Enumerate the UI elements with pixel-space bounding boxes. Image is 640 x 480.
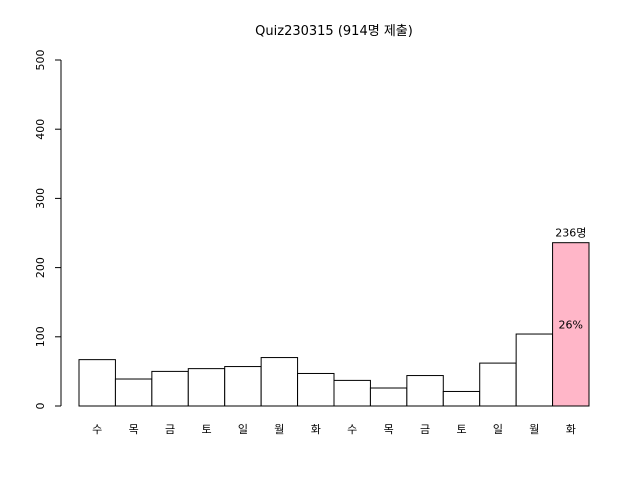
annotations: 236명 26% xyxy=(555,227,586,332)
bar xyxy=(114,378,153,407)
bar xyxy=(224,366,262,407)
x-category-label: 화 xyxy=(311,423,321,436)
bar-top-label: 236명 xyxy=(555,227,586,240)
x-category-label: 토 xyxy=(456,423,466,436)
bar xyxy=(406,375,444,407)
bar xyxy=(297,372,335,407)
x-category-label: 월 xyxy=(529,423,539,436)
y-tick-label: 500 xyxy=(34,50,47,71)
x-category-label: 목 xyxy=(384,423,394,436)
bar xyxy=(187,368,226,407)
x-category-label: 금 xyxy=(165,423,175,436)
bar xyxy=(369,387,408,407)
x-category-label: 수 xyxy=(347,423,357,436)
bars xyxy=(78,242,590,407)
y-tick-label: 200 xyxy=(34,257,47,278)
x-category-label: 토 xyxy=(201,423,211,436)
y-tick-label: 300 xyxy=(34,188,47,209)
bar xyxy=(260,357,299,407)
x-category-label: 일 xyxy=(238,422,248,436)
bar xyxy=(552,242,590,407)
x-category-label: 월 xyxy=(274,423,284,436)
chart-title: Quiz230315 (914명 제출) xyxy=(255,24,413,39)
bar xyxy=(515,333,554,407)
bar xyxy=(333,379,371,407)
x-category-label: 일 xyxy=(493,422,503,436)
x-category-label: 화 xyxy=(566,423,576,436)
x-category-label: 금 xyxy=(420,423,430,436)
y-tick-label: 400 xyxy=(34,119,47,140)
x-category-label: 수 xyxy=(92,423,102,436)
bar xyxy=(479,362,517,407)
bar-inner-label: 26% xyxy=(559,318,583,331)
y-tick-label: 0 xyxy=(34,403,47,410)
bar xyxy=(442,390,481,407)
x-category-label: 목 xyxy=(129,423,139,436)
bar xyxy=(151,370,189,407)
bar xyxy=(78,359,116,407)
y-axis: 0 100 200 300 400 500 xyxy=(34,50,62,410)
y-tick-label: 100 xyxy=(34,326,47,347)
